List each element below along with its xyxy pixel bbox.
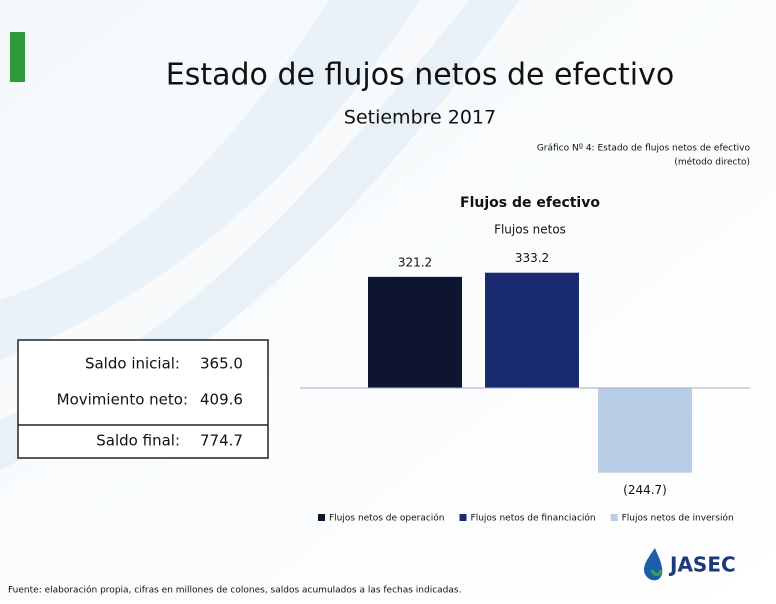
slide-title: Estado de flujos netos de efectivo	[166, 58, 674, 93]
accent-bar	[10, 32, 25, 82]
footer-source: Fuente: elaboración propia, cifras en mi…	[8, 585, 461, 596]
row-value: 365.0	[200, 355, 243, 373]
chart-title: Flujos de efectivo	[460, 195, 600, 211]
row-label: Saldo inicial:	[85, 355, 180, 373]
chart-subtitle: Flujos netos	[494, 223, 566, 237]
slide-subtitle: Setiembre 2017	[344, 107, 496, 129]
legend-swatch	[318, 514, 325, 521]
value-label: 321.2	[398, 255, 432, 269]
logo-text: JASEC	[668, 553, 736, 577]
legend-label: Flujos netos de operación	[329, 513, 445, 524]
row-value: 774.7	[200, 432, 243, 450]
caption: (método directo)	[674, 157, 750, 168]
caption: Gráfico Nº 4: Estado de flujos netos de …	[537, 144, 751, 154]
legend-label: Flujos netos de financiación	[471, 513, 596, 524]
row-label: Saldo final:	[96, 432, 180, 450]
value-label: (244.7)	[623, 483, 667, 497]
legend-label: Flujos netos de inversión	[622, 513, 734, 524]
legend-swatch	[610, 514, 618, 521]
row-label: Movimiento neto:	[57, 391, 188, 409]
legend-swatch	[459, 514, 467, 521]
bar	[368, 276, 462, 388]
logo-icon	[644, 548, 663, 581]
value-label: 333.2	[515, 251, 549, 265]
bar	[485, 272, 579, 388]
summary-box	[17, 339, 269, 459]
bar	[598, 388, 692, 473]
swoosh	[0, 0, 420, 360]
plot: 321.2 333.2 (244.7) Flujos netos de operaci…	[300, 251, 750, 524]
logo-icon	[650, 569, 663, 576]
row-value: 409.6	[200, 391, 243, 409]
